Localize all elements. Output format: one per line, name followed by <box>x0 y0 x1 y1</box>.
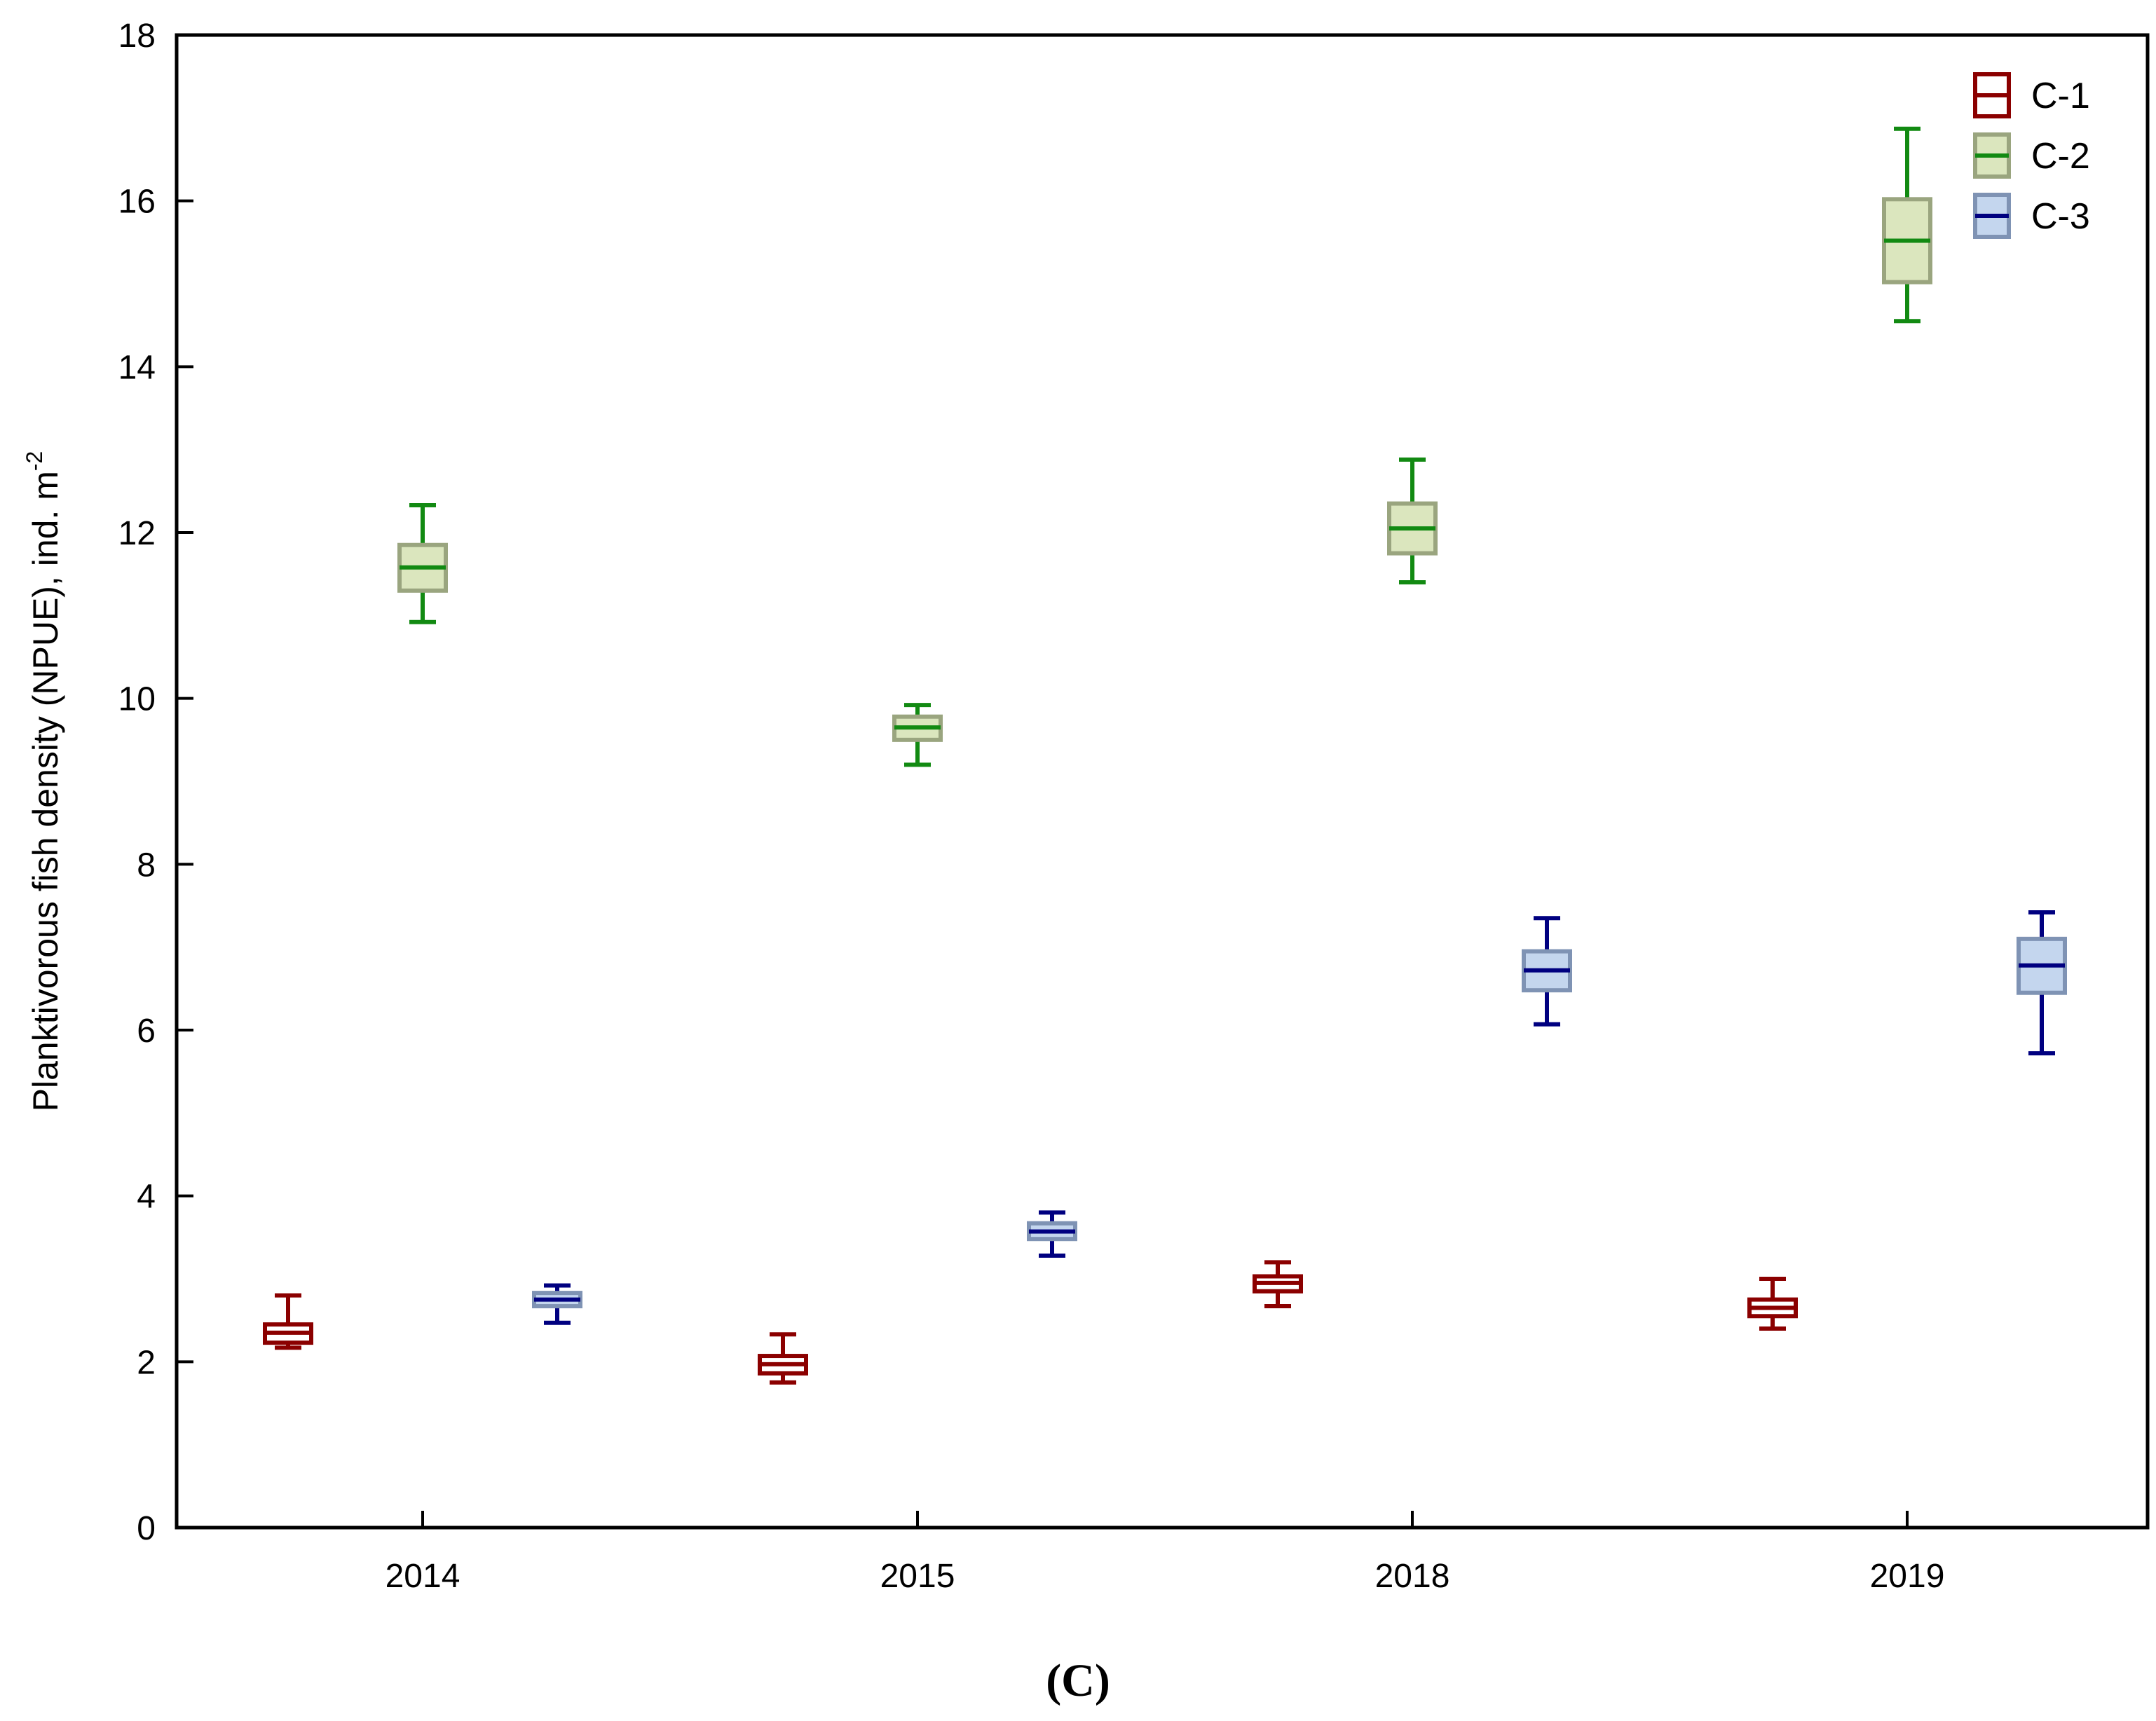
box-c-1-2015 <box>758 1332 808 1385</box>
box-c-2-2019 <box>1882 126 1932 324</box>
legend-item-c-1: C-1 <box>1973 72 2090 118</box>
y-tick-label: 2 <box>137 1344 156 1381</box>
box-c-2-2018 <box>1387 457 1438 584</box>
x-tick-label: 2019 <box>1870 1558 1945 1595</box>
box-c-1-2014 <box>263 1293 313 1350</box>
legend: C-1 C-2 C-3 <box>1973 72 2090 239</box>
legend-item-c-3: C-3 <box>1973 193 2090 239</box>
y-axis-title-superscript: -2 <box>22 451 47 471</box>
box-c-1-2018 <box>1253 1260 1303 1309</box>
x-tick-label: 2014 <box>386 1558 460 1595</box>
y-tick-label: 16 <box>118 184 156 221</box>
legend-label: C-1 <box>2031 76 2090 116</box>
box-c-2-2015 <box>892 703 943 767</box>
box-c-3-2014 <box>532 1283 582 1325</box>
box-c-3-2018 <box>1522 916 1572 1027</box>
y-tick-label: 12 <box>118 515 156 552</box>
box-c-2-2014 <box>397 502 448 624</box>
y-tick-label: 18 <box>118 18 156 55</box>
boxes-layer <box>263 126 2067 1385</box>
box-c-3-2015 <box>1027 1210 1077 1258</box>
plot-frame <box>175 33 2150 1530</box>
y-tick-label: 14 <box>118 349 156 386</box>
axis-labels-layer: 0 2 4 6 8 10 12 14 16 18 2014 2015 2018 2019 <box>118 18 1945 1595</box>
y-tick-label: 4 <box>137 1179 156 1216</box>
y-tick-label: 10 <box>118 681 156 718</box>
legend-item-c-2: C-2 <box>1973 132 2090 179</box>
y-tick-label: 0 <box>137 1510 156 1547</box>
x-tick-label: 2018 <box>1375 1558 1450 1595</box>
x-tick-label: 2015 <box>880 1558 955 1595</box>
y-tick-label: 8 <box>137 846 156 884</box>
box-c-3-2019 <box>2017 910 2067 1056</box>
y-axis-title: Planktivorous fish density (NPUE), ind. … <box>22 451 65 1112</box>
legend-label: C-2 <box>2031 136 2090 177</box>
box-c-1-2019 <box>1747 1277 1798 1331</box>
axis-ticks-layer <box>177 34 1909 1529</box>
legend-label: C-3 <box>2031 196 2090 237</box>
y-tick-label: 6 <box>137 1013 156 1050</box>
panel-label: (C) <box>1046 1655 1110 1706</box>
